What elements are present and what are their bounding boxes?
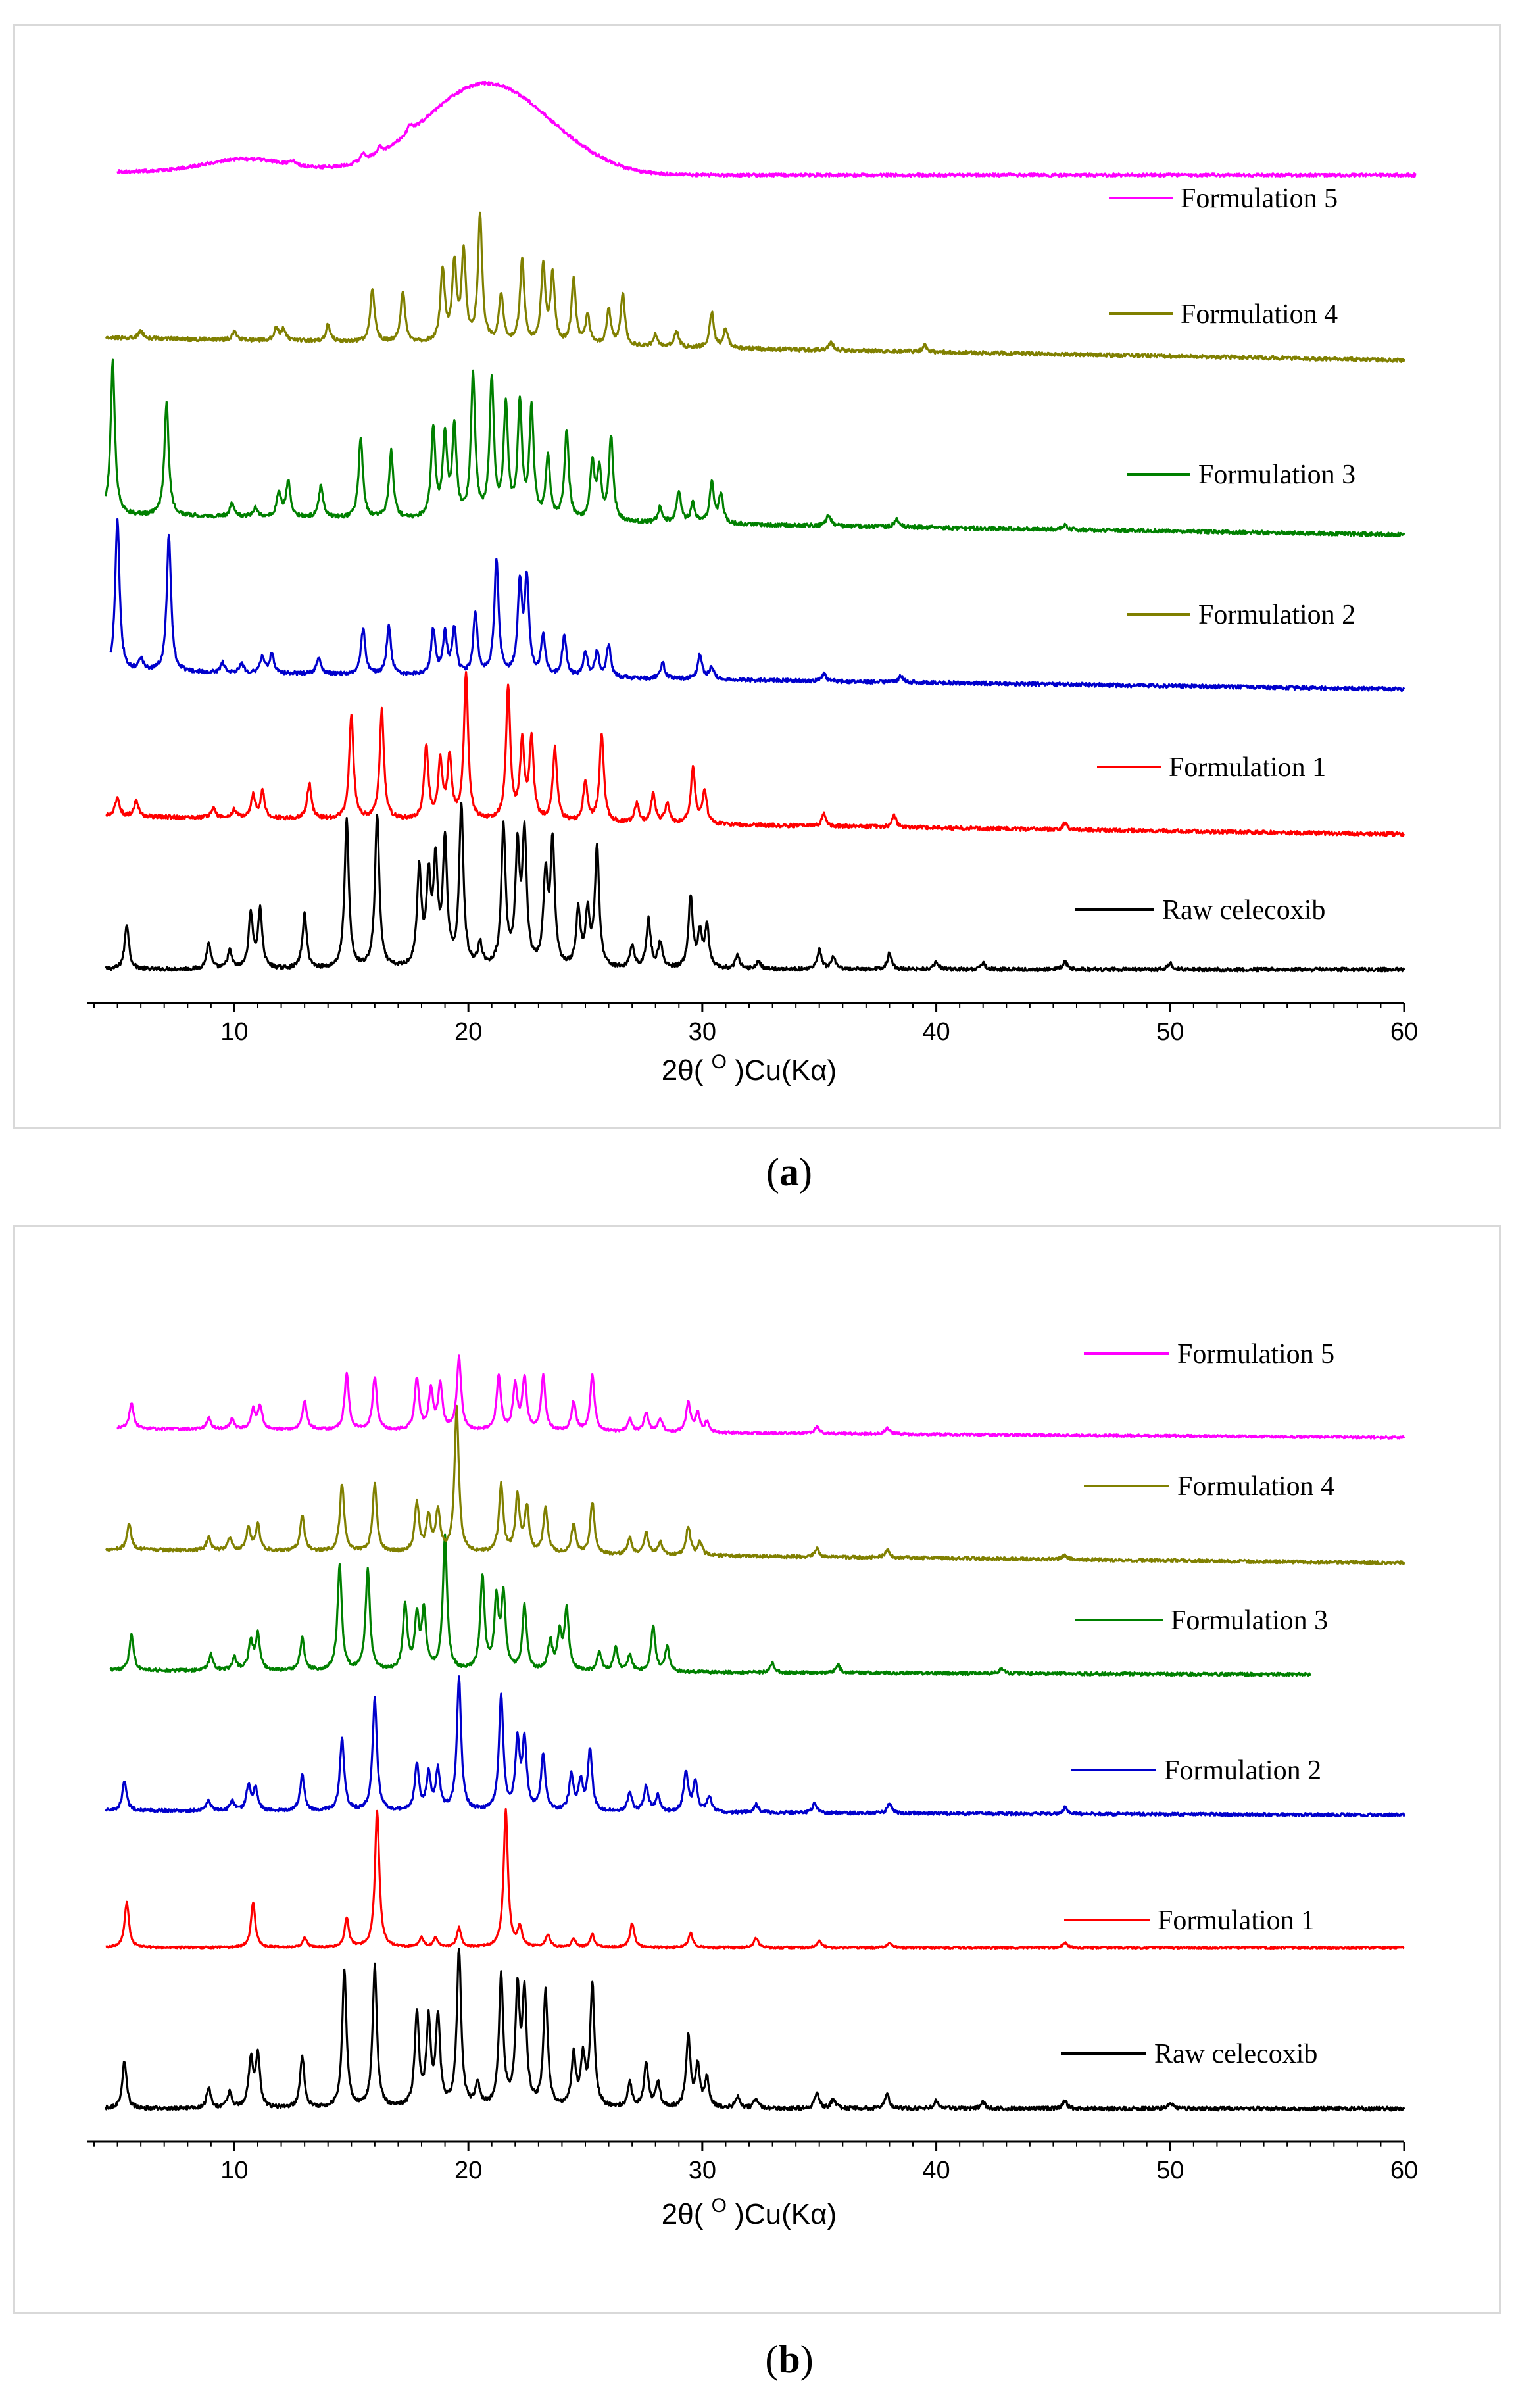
- series-line-formulation-1: [105, 671, 1405, 837]
- legend-label-formulation-5: Formulation 5: [1181, 184, 1338, 214]
- x-tick-label: 20: [454, 2157, 482, 2184]
- x-axis-label-prefix: 2θ(: [662, 1054, 712, 1087]
- x-axis-label: 2θ( O )Cu(Kα): [662, 1051, 837, 1087]
- x-tick-label: 60: [1390, 1018, 1418, 1046]
- series-line-formulation-2: [105, 1675, 1405, 1818]
- x-tick-label: 20: [454, 1018, 482, 1046]
- x-tick-label: 10: [220, 2157, 248, 2184]
- x-axis-label-suffix: )Cu(Kα): [727, 1054, 837, 1087]
- legend-label-formulation-1: Formulation 1: [1158, 1905, 1315, 1936]
- x-tick-label: 40: [922, 2157, 950, 2184]
- series-line-raw-celecoxib: [105, 802, 1405, 973]
- chart-panel-a: 10 20 30 40 50 60 2θ( O )Cu(Kα) Formulation 5 Fo…: [13, 24, 1501, 1129]
- series-line-formulation-5: [116, 1354, 1405, 1440]
- series-line-formulation-5: [116, 80, 1417, 178]
- series-line-formulation-2: [109, 518, 1405, 693]
- x-tick-label: 50: [1156, 1018, 1184, 1046]
- series-line-formulation-3: [109, 1533, 1311, 1677]
- series-line-formulation-3: [105, 358, 1405, 538]
- legend-label-formulation-4: Formulation 4: [1181, 299, 1338, 330]
- series-line-formulation-4: [105, 1404, 1405, 1565]
- series-line-raw-celecoxib: [105, 1948, 1405, 2112]
- legend-label-formulation-3: Formulation 3: [1198, 460, 1355, 490]
- x-axis-label-superscript: O: [712, 1051, 727, 1073]
- legend-label-formulation-1: Formulation 1: [1169, 752, 1326, 783]
- caption-b: (b): [765, 2338, 814, 2381]
- caption-a: (a): [766, 1150, 812, 1194]
- x-tick-label: 30: [689, 2157, 716, 2184]
- legend-label-formulation-5: Formulation 5: [1177, 1339, 1334, 1369]
- x-axis-label-superscript: O: [712, 2195, 727, 2217]
- caption-b-label: b: [778, 2338, 800, 2381]
- x-axis-label-prefix: 2θ(: [662, 2198, 712, 2230]
- legend-label-formulation-2: Formulation 2: [1198, 600, 1355, 630]
- caption-a-label: a: [779, 1150, 799, 1194]
- x-tick-label: 30: [689, 1018, 716, 1046]
- xrd-chart-b: 10 20 30 40 50 60 2θ( O )Cu(Kα) Formulation 5 Fo…: [87, 1339, 1418, 2230]
- x-tick-label: 60: [1390, 2157, 1418, 2184]
- x-tick-label: 50: [1156, 2157, 1184, 2184]
- x-tick-label: 10: [220, 1018, 248, 1046]
- x-axis-label: 2θ( O )Cu(Kα): [662, 2195, 837, 2230]
- chart-panel-b: 10 20 30 40 50 60 2θ( O )Cu(Kα) Formulation 5 Fo…: [13, 1225, 1501, 2314]
- xrd-chart-a: 10 20 30 40 50 60 2θ( O )Cu(Kα) Formulation 5 Fo…: [87, 80, 1418, 1087]
- series-line-formulation-4: [105, 211, 1405, 363]
- legend-label-raw-celecoxib: Raw celecoxib: [1162, 895, 1325, 925]
- x-tick-label: 40: [922, 1018, 950, 1046]
- legend-label-formulation-2: Formulation 2: [1164, 1756, 1321, 1786]
- legend-label-raw-celecoxib: Raw celecoxib: [1154, 2039, 1317, 2069]
- legend-label-formulation-4: Formulation 4: [1177, 1471, 1334, 1502]
- legend-label-formulation-3: Formulation 3: [1171, 1606, 1328, 1636]
- x-axis-label-suffix: )Cu(Kα): [727, 2198, 837, 2230]
- series-line-formulation-1: [105, 1807, 1405, 1950]
